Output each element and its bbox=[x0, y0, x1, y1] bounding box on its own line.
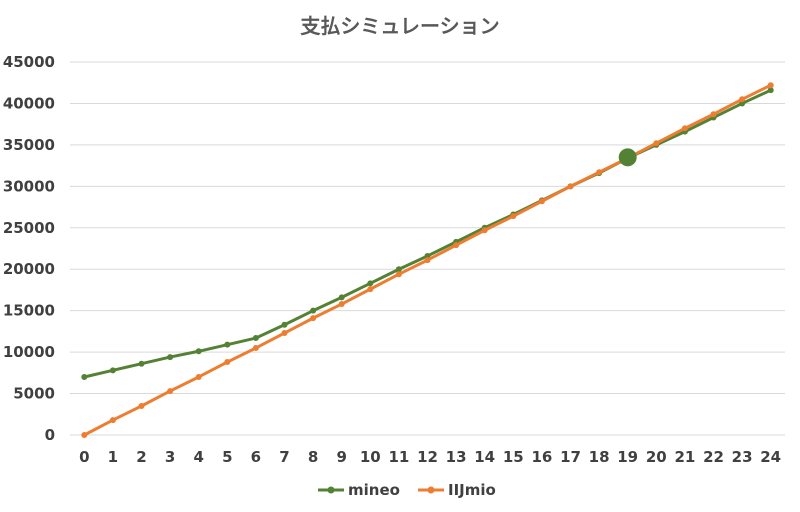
gridlines bbox=[70, 61, 785, 436]
x-tick-label: 1 bbox=[108, 448, 118, 466]
x-tick-label: 13 bbox=[446, 448, 467, 466]
x-tick-label: 12 bbox=[417, 448, 438, 466]
legend-item-mineo: mineo bbox=[318, 481, 400, 499]
data-point bbox=[252, 344, 259, 351]
x-tick-label: 19 bbox=[617, 448, 638, 466]
data-point bbox=[767, 82, 774, 89]
data-point bbox=[510, 213, 517, 220]
data-point bbox=[538, 198, 545, 205]
y-tick-label: 15000 bbox=[3, 302, 55, 320]
data-point bbox=[167, 388, 174, 395]
x-tick-label: 8 bbox=[308, 448, 318, 466]
x-tick-label: 6 bbox=[251, 448, 261, 466]
data-point bbox=[681, 125, 688, 132]
data-point bbox=[395, 266, 402, 273]
x-tick-label: 3 bbox=[165, 448, 175, 466]
series-layer bbox=[81, 82, 774, 438]
series-iijmio bbox=[81, 82, 774, 438]
data-point bbox=[367, 280, 374, 287]
data-point bbox=[739, 96, 746, 103]
series-mineo bbox=[81, 87, 774, 380]
x-tick-label: 22 bbox=[703, 448, 724, 466]
x-tick-label: 0 bbox=[79, 448, 89, 466]
x-tick-label: 20 bbox=[646, 448, 667, 466]
x-tick-label: 18 bbox=[589, 448, 610, 466]
data-point bbox=[310, 307, 317, 314]
x-tick-label: 7 bbox=[279, 448, 289, 466]
x-tick-label: 9 bbox=[336, 448, 346, 466]
data-point bbox=[653, 140, 660, 147]
data-point bbox=[481, 227, 488, 234]
x-tick-label: 5 bbox=[222, 448, 232, 466]
y-tick-label: 0 bbox=[45, 426, 55, 444]
data-point bbox=[138, 402, 145, 409]
x-tick-label: 2 bbox=[136, 448, 146, 466]
data-point bbox=[109, 367, 116, 374]
data-point bbox=[367, 286, 374, 293]
data-point bbox=[138, 360, 145, 367]
x-tick-label: 14 bbox=[474, 448, 495, 466]
x-tick-label: 10 bbox=[360, 448, 381, 466]
x-tick-label: 24 bbox=[760, 448, 781, 466]
data-point bbox=[224, 341, 231, 348]
y-axis-ticks: 0 5000 10000 15000 20000 25000 30000 35000 40000… bbox=[3, 53, 55, 444]
data-point bbox=[81, 373, 88, 380]
data-point bbox=[281, 321, 288, 328]
legend-item-iijmio: IIJmio bbox=[418, 481, 496, 499]
legend-label: IIJmio bbox=[448, 481, 496, 499]
y-tick-label: 20000 bbox=[3, 260, 55, 278]
crossover-marker bbox=[618, 148, 637, 167]
data-point bbox=[81, 432, 88, 438]
data-point bbox=[195, 348, 202, 355]
data-point bbox=[109, 417, 116, 424]
data-point bbox=[252, 335, 259, 342]
series-line bbox=[83, 88, 772, 379]
data-point bbox=[338, 301, 345, 308]
data-point bbox=[767, 87, 774, 94]
x-tick-label: 15 bbox=[503, 448, 524, 466]
legend-swatch-marker bbox=[327, 486, 335, 494]
legend-label: mineo bbox=[348, 481, 400, 499]
y-tick-label: 30000 bbox=[3, 177, 55, 195]
highlight-layer bbox=[618, 148, 637, 167]
legend-swatch-marker bbox=[427, 486, 435, 494]
y-tick-label: 45000 bbox=[3, 53, 55, 71]
x-tick-label: 16 bbox=[531, 448, 552, 466]
data-point bbox=[567, 183, 574, 190]
data-point bbox=[338, 294, 345, 301]
data-point bbox=[395, 271, 402, 278]
data-point bbox=[453, 242, 460, 249]
data-point bbox=[424, 252, 431, 259]
data-point bbox=[710, 111, 717, 118]
x-tick-label: 17 bbox=[560, 448, 581, 466]
y-tick-label: 25000 bbox=[3, 219, 55, 237]
data-point bbox=[424, 257, 431, 264]
y-tick-label: 35000 bbox=[3, 136, 55, 154]
y-tick-label: 40000 bbox=[3, 94, 55, 112]
chart-title: 支払シミュレーション bbox=[300, 14, 499, 38]
x-tick-label: 23 bbox=[732, 448, 753, 466]
x-axis-ticks: 0 1 2 3 4 5 6 7 8 9 10 11 12 13 14 15 16 17 18 19 20 21 22 23 24 bbox=[79, 448, 781, 466]
legend: mineo IIJmio bbox=[318, 481, 496, 499]
y-tick-label: 10000 bbox=[3, 343, 55, 361]
y-tick-label: 5000 bbox=[13, 385, 55, 403]
x-tick-label: 11 bbox=[388, 448, 409, 466]
data-point bbox=[739, 100, 746, 107]
data-point bbox=[281, 330, 288, 337]
x-tick-label: 4 bbox=[193, 448, 203, 466]
data-point bbox=[224, 359, 231, 366]
data-point bbox=[195, 373, 202, 380]
x-tick-label: 21 bbox=[674, 448, 695, 466]
data-point bbox=[167, 354, 174, 361]
data-point bbox=[310, 315, 317, 322]
data-point bbox=[596, 169, 603, 176]
